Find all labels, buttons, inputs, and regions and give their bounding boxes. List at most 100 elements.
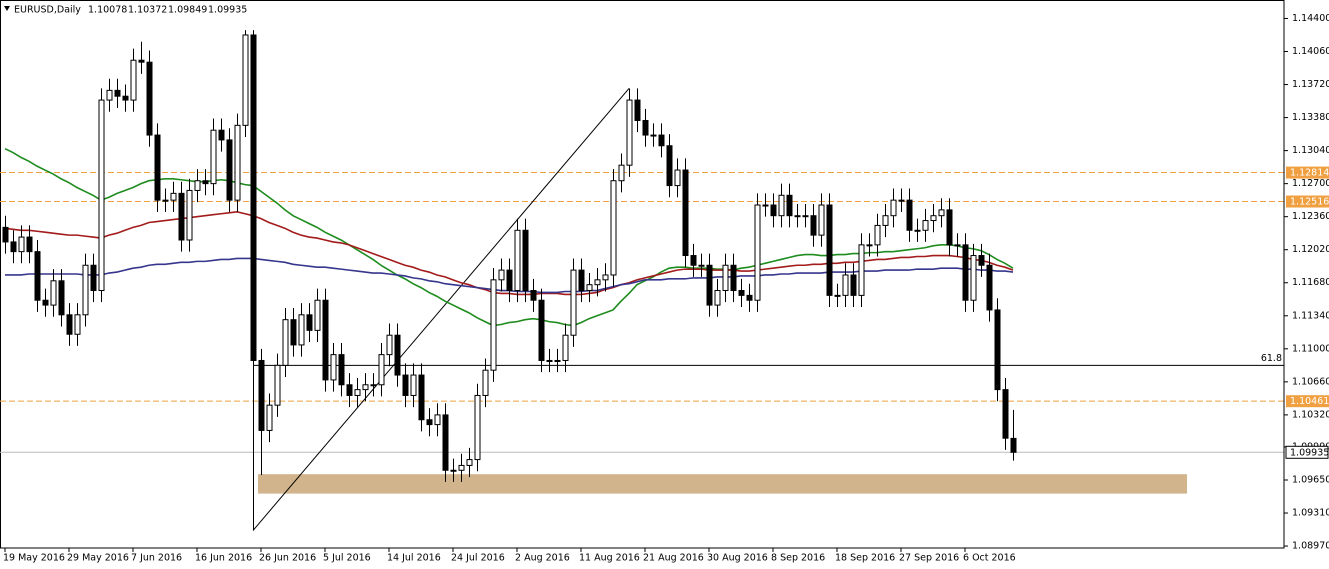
price-box xyxy=(1285,445,1329,459)
candle-body xyxy=(658,134,665,147)
level-label: 1.12814 xyxy=(1290,168,1329,179)
y-tick-label: 1.13040 xyxy=(1292,145,1329,156)
trend-line xyxy=(252,88,630,531)
chart-title: EURUSD,Daily xyxy=(14,5,81,16)
candle-body xyxy=(290,319,297,346)
candle-body xyxy=(10,241,17,253)
candle-body xyxy=(610,180,617,276)
plot-frame xyxy=(0,0,1285,549)
candle-body xyxy=(674,169,681,187)
candle-body xyxy=(938,209,945,217)
candle-body xyxy=(434,414,441,426)
candle-body xyxy=(618,164,625,182)
candle-body xyxy=(810,215,817,236)
candle-body xyxy=(522,229,529,292)
candle-body xyxy=(218,129,225,141)
title-low: 1.09849 xyxy=(168,5,207,16)
candle-body xyxy=(866,244,873,247)
candle-body xyxy=(858,244,865,296)
candle-body xyxy=(402,374,409,396)
candle-body xyxy=(794,215,801,218)
candle-body xyxy=(458,464,465,471)
candle-body xyxy=(778,194,785,217)
y-tick-label: 1.10320 xyxy=(1292,409,1329,420)
candle-body xyxy=(570,269,577,336)
candle-body xyxy=(986,264,993,311)
candle-body xyxy=(666,145,673,187)
y-tick-label: 1.11680 xyxy=(1292,277,1329,288)
candle-body xyxy=(642,119,649,136)
y-tick-label: 1.10660 xyxy=(1292,376,1329,387)
moving-average xyxy=(4,147,1014,327)
candle-body xyxy=(154,134,161,201)
candle-body xyxy=(354,389,361,396)
candle-body xyxy=(146,61,153,136)
candle-body xyxy=(650,134,657,137)
candle-body xyxy=(226,139,233,201)
x-tick-label: 6 Oct 2016 xyxy=(963,553,1016,564)
candle-body xyxy=(634,99,641,121)
candle-body xyxy=(738,290,745,296)
y-tick-label: 1.12360 xyxy=(1292,211,1329,222)
level-box xyxy=(1286,195,1329,208)
candle-body xyxy=(386,334,393,356)
candle-body xyxy=(698,264,705,267)
candle-body xyxy=(602,274,609,281)
candle-body xyxy=(162,199,169,202)
candle-body xyxy=(18,236,25,253)
candle-body xyxy=(98,99,105,292)
y-tick-label: 1.11340 xyxy=(1292,310,1329,321)
candle-body xyxy=(274,364,281,406)
level-label: 1.10461 xyxy=(1290,396,1329,407)
candle-body xyxy=(562,334,569,361)
candle-body xyxy=(722,264,729,292)
candle-body xyxy=(530,290,537,301)
y-tick-label: 1.14400 xyxy=(1292,13,1329,24)
candle-body xyxy=(298,314,305,346)
title-icon xyxy=(4,6,10,11)
y-tick-label: 1.13380 xyxy=(1292,112,1329,123)
candle-body xyxy=(770,204,777,217)
candle-body xyxy=(66,314,73,335)
candle-body xyxy=(994,309,1001,391)
candle-body xyxy=(330,354,337,381)
level-label: 1.12516 xyxy=(1290,197,1329,208)
x-tick-label: 27 Sep 2016 xyxy=(899,553,959,564)
candle-body xyxy=(450,469,457,472)
candle-body xyxy=(74,314,81,335)
candle-body xyxy=(538,299,545,361)
x-tick-label: 29 May 2016 xyxy=(67,553,129,564)
candle-body xyxy=(578,269,585,292)
candle-body xyxy=(690,255,697,266)
candle-body xyxy=(826,204,833,296)
candle-body xyxy=(586,284,593,292)
candle-body xyxy=(266,404,273,431)
candle-body xyxy=(746,294,753,301)
candle-body xyxy=(250,34,257,361)
candle-body xyxy=(922,220,929,231)
candle-body xyxy=(546,359,553,362)
candle-body xyxy=(26,236,33,253)
candle-body xyxy=(362,384,369,391)
candle-body xyxy=(970,255,977,301)
support-zone xyxy=(258,474,1187,494)
candle-body xyxy=(802,215,809,218)
candle-body xyxy=(954,244,961,247)
candle-body xyxy=(514,229,521,292)
y-tick-label: 1.11000 xyxy=(1292,343,1329,354)
x-tick-label: 30 Aug 2016 xyxy=(707,553,768,564)
candle-body xyxy=(322,299,329,381)
candle-body xyxy=(930,215,937,222)
x-tick-label: 2 Aug 2016 xyxy=(515,553,570,564)
x-tick-label: 8 Sep 2016 xyxy=(771,553,825,564)
y-tick-label: 1.12020 xyxy=(1292,244,1329,255)
x-tick-label: 18 Sep 2016 xyxy=(835,553,895,564)
candle-body xyxy=(194,180,201,191)
candle-body xyxy=(874,224,881,246)
candle-body xyxy=(202,180,209,185)
candle-body xyxy=(906,199,913,231)
x-tick-label: 24 Jul 2016 xyxy=(451,553,505,564)
candle-body xyxy=(594,279,601,286)
